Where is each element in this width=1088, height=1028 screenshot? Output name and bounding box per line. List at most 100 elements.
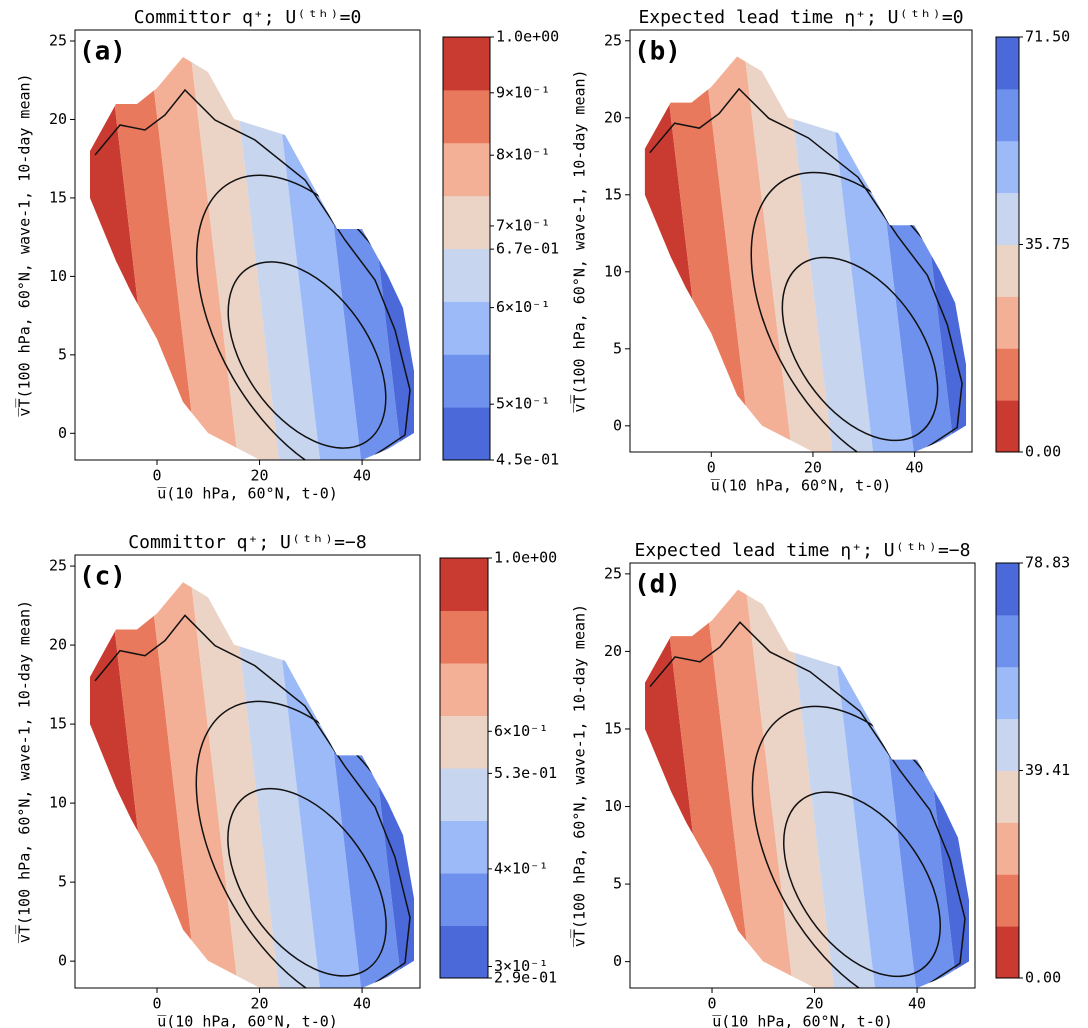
contour-band [147, 57, 238, 460]
colorbar-band [996, 874, 1019, 927]
x-tick-label: 20 [804, 459, 822, 477]
x-tick-label: 0 [153, 467, 162, 485]
y-tick-label: 5 [613, 875, 622, 893]
colorbar-tick-label: 4.5e-01 [496, 451, 559, 469]
plot-frame [629, 562, 976, 989]
plot-frame [629, 29, 973, 453]
colorbar-tick-label: 71.50 [1025, 28, 1070, 46]
colorbar-band [996, 37, 1019, 90]
colorbar-band [440, 610, 488, 664]
y-tick-label: 0 [613, 416, 622, 434]
contour-line [649, 621, 966, 984]
contour-band [660, 56, 752, 452]
y-tick-label: 5 [613, 339, 622, 357]
contour-line [227, 261, 387, 449]
colorbar-band [443, 195, 490, 249]
colorbar-band [443, 142, 490, 197]
colorbar-band [443, 407, 490, 461]
panel-label: (c) [79, 562, 126, 592]
y-axis-label: v̅T̅(100 hPa, 60°N, wave-1, 10-day mean) [570, 69, 589, 412]
y-tick-label: 20 [49, 636, 67, 654]
contour-line [649, 87, 963, 448]
contour-band [229, 57, 320, 460]
colorbar-tick-label: 0.00 [1025, 443, 1061, 461]
colorbar-band [443, 37, 490, 91]
x-tick-label: 20 [251, 467, 269, 485]
colorbar-band [996, 296, 1019, 349]
colorbar-band [443, 301, 490, 355]
colorbar-band [440, 768, 488, 821]
panel: 0 20 40 0 5 10 15 20 25 u̅(10 hPa, 60°N, t-0) v̅T̅… [15, 532, 557, 1028]
y-tick-label: 0 [613, 952, 622, 970]
colorbar-band [440, 558, 488, 611]
colorbar-tick-label: 4×10⁻¹ [494, 859, 548, 877]
y-tick-label: 5 [58, 345, 67, 363]
colorbar-frame [442, 36, 491, 461]
x-axis-label: u̅(10 hPa, 60°N, t-0) [712, 1013, 893, 1028]
y-tick-label: 20 [604, 642, 622, 660]
colorbar-band [996, 770, 1019, 823]
colorbar-band [440, 663, 488, 716]
contour-line [94, 614, 411, 984]
x-tick-label: 20 [251, 995, 269, 1013]
colorbar-tick-label: 7×10⁻¹ [496, 216, 550, 234]
y-tick-label: 15 [49, 188, 67, 206]
y-axis-label: v̅T̅(100 hPa, 60°N, wave-1, 10-day mean) [15, 600, 34, 943]
panel: 0 20 40 0 5 10 15 20 25 u̅(10 hPa, 60°N, t-0) v̅T̅… [570, 540, 1070, 1028]
y-tick-label: 10 [49, 794, 67, 812]
colorbar-tick-label: 9×10⁻¹ [496, 83, 550, 101]
panel-label: (d) [634, 570, 681, 600]
colorbar-band [440, 873, 488, 926]
colorbar-frame [439, 557, 489, 979]
colorbar-tick-label: 39.41 [1025, 761, 1070, 779]
colorbar-band [996, 614, 1019, 668]
colorbar-tick-label: 35.75 [1025, 235, 1070, 253]
colorbar-band [996, 563, 1019, 616]
x-tick-label: 40 [353, 995, 371, 1013]
x-tick-label: 40 [908, 995, 926, 1013]
contour-band [106, 582, 197, 988]
colorbar-band [996, 926, 1019, 979]
colorbar-band [996, 192, 1019, 245]
y-tick-label: 10 [604, 262, 622, 280]
colorbar-band [440, 715, 488, 769]
x-tick-label: 40 [906, 459, 924, 477]
colorbar-band [443, 89, 490, 144]
colorbar-band [996, 718, 1019, 771]
colorbar-tick-label: 5×10⁻¹ [496, 395, 550, 413]
colorbar-band [996, 822, 1019, 875]
colorbar-tick-label: 6×10⁻¹ [494, 722, 548, 740]
x-tick-label: 0 [153, 995, 162, 1013]
colorbar-band [996, 666, 1019, 720]
contour-band [784, 589, 875, 988]
contour-band [661, 589, 752, 988]
y-tick-label: 0 [58, 952, 67, 970]
contour-band [229, 582, 320, 988]
y-tick-label: 15 [604, 185, 622, 203]
panel-label: (a) [79, 37, 126, 67]
colorbar-tick-label: 3×10⁻¹ [494, 957, 548, 975]
y-tick-label: 20 [604, 108, 622, 126]
colorbar-tick-label: 1.0e+00 [496, 28, 559, 46]
x-axis-label: u̅(10 hPa, 60°N, t-0) [711, 477, 892, 495]
y-tick-label: 25 [49, 557, 67, 575]
colorbar-tick-label: 1.0e+00 [494, 549, 557, 567]
contour-band [741, 56, 833, 452]
colorbar-band [996, 244, 1019, 297]
y-tick-label: 20 [49, 110, 67, 128]
plot-frame [74, 29, 421, 461]
plot-frame [74, 554, 421, 989]
colorbar-band [443, 248, 490, 302]
x-tick-label: 40 [353, 467, 371, 485]
colorbar-tick-label: 0.00 [1025, 969, 1061, 987]
colorbar-band [440, 925, 488, 979]
y-axis-label: v̅T̅(100 hPa, 60°N, wave-1, 10-day mean) [15, 73, 34, 416]
contour-line [783, 791, 941, 978]
colorbar-tick-label: 8×10⁻¹ [496, 146, 550, 164]
colorbar-tick-label: 2.9e-01 [494, 969, 557, 987]
contour-field [644, 56, 967, 452]
colorbar-tick-label: 5.3e-01 [494, 764, 557, 782]
y-tick-label: 15 [49, 715, 67, 733]
colorbar-band [443, 354, 490, 408]
